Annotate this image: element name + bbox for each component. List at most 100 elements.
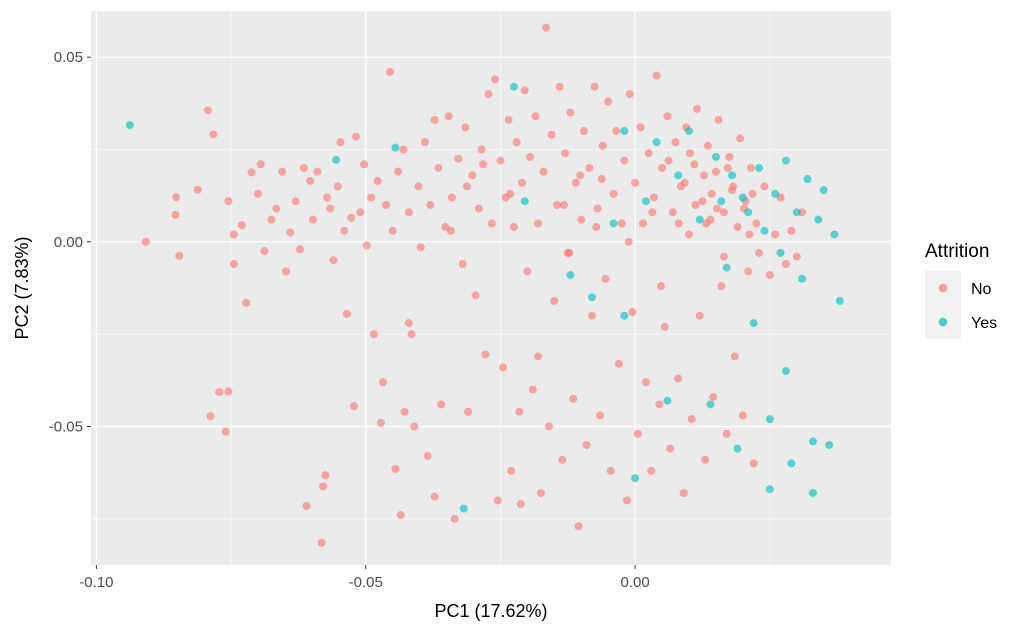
point-no — [520, 86, 529, 95]
point-no — [468, 171, 477, 180]
point-no — [509, 223, 518, 232]
point-yes — [771, 189, 780, 198]
point-no — [430, 115, 439, 124]
point-no — [512, 138, 521, 147]
point-no — [550, 296, 559, 305]
point-no — [561, 149, 570, 158]
point-no — [378, 378, 387, 387]
point-no — [256, 160, 265, 169]
point-yes — [765, 415, 774, 424]
point-no — [193, 185, 202, 194]
point-no — [515, 407, 524, 416]
point-no — [391, 464, 400, 473]
point-no — [373, 176, 382, 185]
point-no — [723, 163, 732, 172]
legend-label-no: No — [971, 281, 992, 298]
point-yes — [776, 248, 785, 257]
point-no — [577, 215, 586, 224]
point-no — [601, 274, 610, 283]
point-no — [267, 215, 276, 224]
point-no — [347, 213, 356, 222]
point-no — [306, 176, 315, 185]
point-no — [655, 400, 664, 409]
point-no — [745, 230, 754, 239]
point-no — [399, 145, 408, 154]
point-no — [523, 267, 532, 276]
point-yes — [566, 271, 575, 280]
point-no — [749, 459, 758, 468]
point-no — [242, 298, 251, 307]
point-no — [559, 200, 568, 209]
point-no — [296, 245, 305, 254]
point-no — [221, 427, 230, 436]
point-no — [382, 200, 391, 209]
point-no — [454, 154, 463, 163]
point-no — [414, 182, 423, 191]
point-no — [416, 243, 425, 252]
point-no — [493, 496, 502, 505]
point-no — [282, 267, 291, 276]
point-no — [463, 182, 472, 191]
point-no — [481, 350, 490, 359]
point-no — [474, 204, 483, 213]
point-no — [565, 248, 574, 257]
point-no — [717, 282, 726, 291]
point-no — [450, 514, 459, 523]
x-tick-label: -0.10 — [79, 574, 113, 591]
point-no — [461, 123, 470, 132]
point-no — [536, 488, 545, 497]
point-no — [141, 237, 150, 246]
point-yes — [711, 152, 720, 161]
point-no — [340, 226, 349, 235]
point-no — [552, 200, 561, 209]
point-no — [624, 237, 633, 246]
point-no — [499, 363, 508, 372]
point-no — [278, 167, 287, 176]
point-no — [558, 455, 567, 464]
point-no — [329, 256, 338, 265]
point-no — [313, 167, 322, 176]
point-no — [171, 210, 180, 219]
point-no — [656, 282, 665, 291]
point-yes — [798, 274, 807, 283]
point-no — [582, 440, 591, 449]
point-no — [547, 130, 556, 139]
x-axis-title: PC1 (17.62%) — [434, 601, 547, 621]
point-no — [352, 132, 361, 141]
point-yes — [641, 197, 650, 206]
point-no — [712, 204, 721, 213]
point-yes — [520, 197, 529, 206]
point-no — [423, 452, 432, 461]
point-no — [542, 23, 551, 32]
point-no — [668, 208, 677, 217]
point-no — [430, 492, 439, 501]
point-no — [517, 178, 526, 187]
point-yes — [749, 319, 758, 328]
point-no — [760, 182, 769, 191]
point-no — [719, 208, 728, 217]
point-no — [658, 163, 667, 172]
point-no — [648, 208, 657, 217]
point-no — [410, 422, 419, 431]
point-no — [604, 97, 613, 106]
point-no — [684, 230, 693, 239]
point-no — [596, 411, 605, 420]
point-no — [291, 197, 300, 206]
legend-title: Attrition — [925, 241, 989, 262]
point-no — [748, 189, 757, 198]
y-tick-label: 0.00 — [54, 234, 83, 251]
point-no — [666, 444, 675, 453]
point-no — [792, 252, 801, 261]
point-no — [781, 259, 790, 268]
point-no — [209, 130, 218, 139]
y-tick-label: 0.05 — [54, 49, 83, 66]
point-no — [400, 407, 409, 416]
point-no — [447, 193, 456, 202]
point-no — [544, 422, 553, 431]
point-no — [649, 193, 658, 202]
point-yes — [652, 138, 661, 147]
legend: Attrition No Yes — [925, 241, 997, 339]
point-no — [336, 138, 345, 147]
point-no — [342, 309, 351, 318]
